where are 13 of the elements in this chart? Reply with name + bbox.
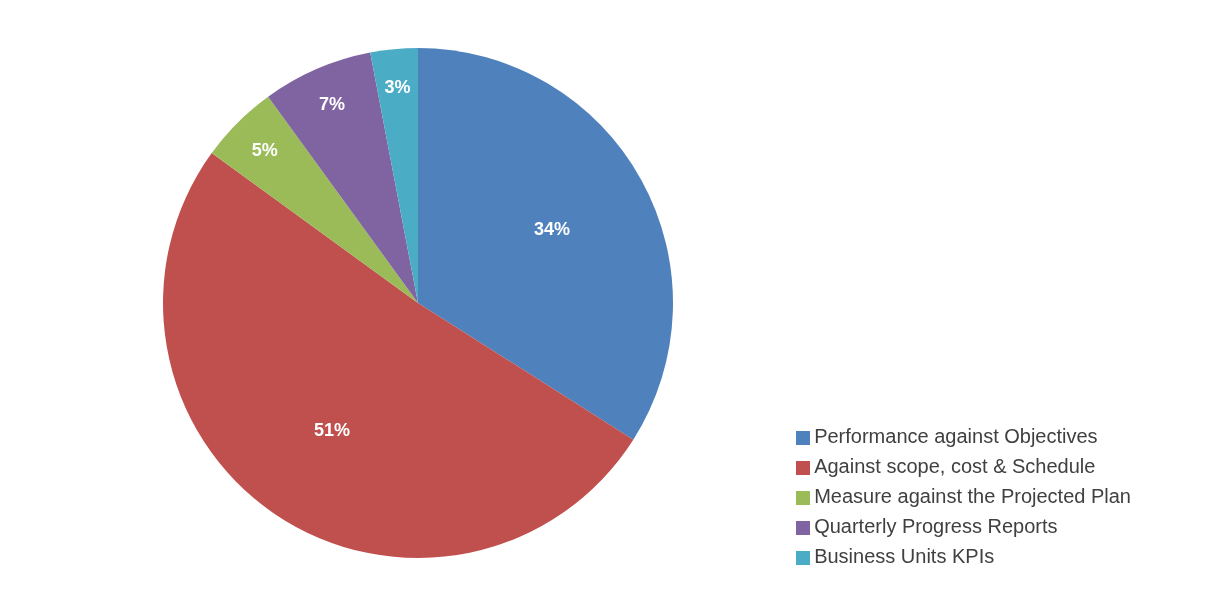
- data-label: 7%: [318, 94, 345, 115]
- legend-label: Measure against the Projected Plan: [814, 485, 1131, 507]
- legend-label: Business Units KPIs: [814, 545, 995, 567]
- data-label: 51%: [313, 419, 351, 440]
- data-label: 3%: [384, 77, 411, 98]
- legend-label: Against scope, cost & Schedule: [814, 455, 1096, 477]
- legend-label: Quarterly Progress Reports: [814, 515, 1058, 537]
- pie-slice: [418, 48, 673, 440]
- data-label: 5%: [251, 139, 278, 160]
- data-label: 34%: [534, 219, 571, 240]
- pie-slice: [370, 48, 418, 303]
- pie-slice: [211, 96, 418, 303]
- legend-label: Performance against Objectives: [814, 425, 1098, 447]
